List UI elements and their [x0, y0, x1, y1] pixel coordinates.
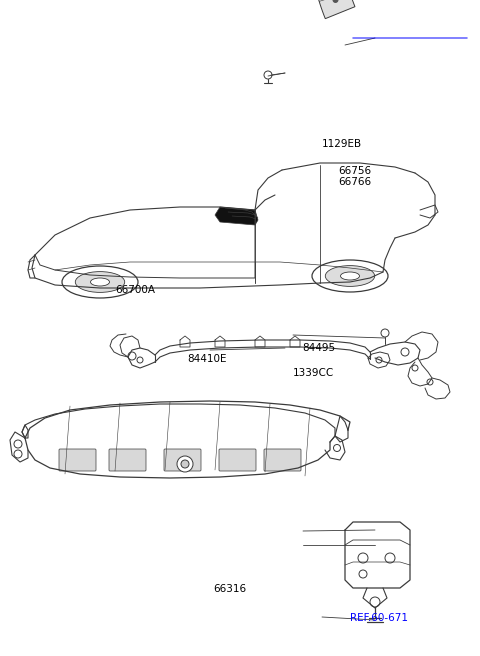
FancyBboxPatch shape [164, 449, 201, 471]
Ellipse shape [312, 260, 388, 292]
Circle shape [14, 450, 22, 458]
Text: 66766: 66766 [338, 177, 372, 188]
Text: REF.60-671: REF.60-671 [350, 613, 408, 623]
Circle shape [334, 445, 340, 451]
Circle shape [427, 379, 433, 385]
Circle shape [376, 357, 382, 363]
FancyBboxPatch shape [219, 449, 256, 471]
Text: 1339CC: 1339CC [293, 367, 334, 378]
Circle shape [137, 357, 143, 363]
Text: 66700A: 66700A [115, 285, 155, 295]
Circle shape [401, 348, 409, 356]
Text: 66316: 66316 [214, 584, 247, 594]
FancyBboxPatch shape [264, 449, 301, 471]
Circle shape [370, 597, 380, 607]
Ellipse shape [340, 272, 360, 280]
Circle shape [14, 440, 22, 448]
Ellipse shape [75, 272, 125, 293]
Text: 84410E: 84410E [187, 354, 227, 365]
Polygon shape [310, 0, 366, 18]
Ellipse shape [62, 266, 138, 298]
Circle shape [264, 71, 272, 79]
Circle shape [181, 460, 189, 468]
Circle shape [385, 553, 395, 563]
Polygon shape [215, 207, 258, 225]
Text: 1129EB: 1129EB [322, 139, 362, 150]
Circle shape [177, 456, 193, 472]
Ellipse shape [91, 278, 109, 286]
Circle shape [359, 570, 367, 578]
Circle shape [381, 329, 389, 337]
Circle shape [128, 352, 136, 360]
Ellipse shape [325, 266, 375, 287]
Text: 84495: 84495 [302, 342, 336, 353]
Text: 66756: 66756 [338, 165, 372, 176]
FancyBboxPatch shape [59, 449, 96, 471]
Circle shape [412, 365, 418, 371]
Circle shape [333, 0, 338, 3]
Circle shape [358, 553, 368, 563]
FancyBboxPatch shape [109, 449, 146, 471]
